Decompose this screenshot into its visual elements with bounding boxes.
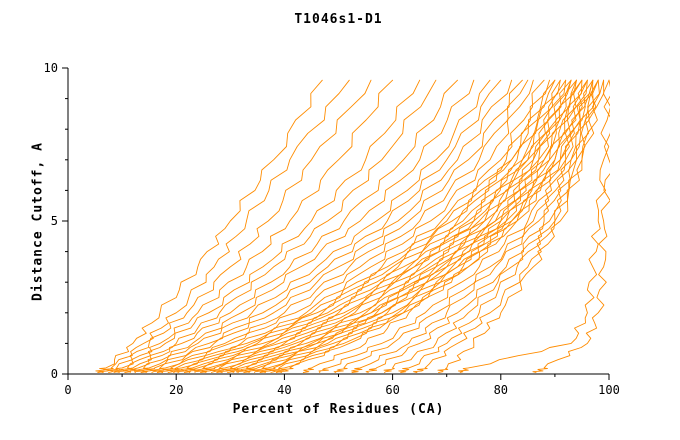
model-curve [532, 79, 610, 373]
model-curve [154, 79, 523, 373]
model-curve [194, 79, 561, 373]
model-curve [171, 79, 545, 373]
model-curve [365, 79, 599, 373]
model-curve [235, 79, 577, 373]
x-axis-label: Percent of Residues (CA) [232, 402, 445, 417]
model-curve [107, 79, 372, 373]
model-curve [457, 79, 610, 373]
y-tick-label: 10 [44, 61, 58, 75]
model-curves-group [95, 79, 610, 373]
x-tick-label: 20 [169, 383, 183, 397]
model-curve [175, 79, 550, 373]
chart-title: T1046s1-D1 [294, 12, 383, 27]
model-curve [383, 79, 600, 373]
model-curve [95, 79, 323, 373]
model-curve [231, 79, 577, 373]
model-curve [188, 79, 556, 373]
model-curve [437, 79, 605, 373]
y-tick-label: 5 [51, 214, 58, 228]
model-curve [158, 79, 529, 373]
model-curve [139, 79, 491, 373]
model-curve [129, 79, 458, 373]
x-tick-label: 60 [385, 383, 399, 397]
model-curve [333, 79, 594, 373]
model-curve [214, 79, 572, 373]
model-curve [398, 79, 599, 373]
model-curve [183, 79, 556, 373]
model-curve [133, 79, 475, 373]
model-curve [261, 79, 588, 373]
model-curve [273, 79, 588, 373]
model-curve [269, 79, 588, 373]
model-curve [243, 79, 577, 373]
model-curve [302, 79, 594, 373]
model-curve [111, 79, 394, 373]
x-tick-label: 0 [64, 383, 71, 397]
x-tick-label: 80 [494, 383, 508, 397]
model-curve [202, 79, 567, 373]
model-curve [351, 79, 599, 373]
x-tick-label: 100 [598, 383, 620, 397]
model-curve [277, 79, 594, 373]
model-curve [99, 79, 350, 373]
y-tick-label: 0 [51, 367, 58, 381]
model-curve [218, 79, 572, 373]
model-curve [115, 79, 421, 373]
model-curve [198, 79, 561, 373]
model-curve [318, 79, 594, 373]
model-curve [150, 79, 513, 373]
model-curve [167, 79, 534, 373]
x-tick-label: 40 [277, 383, 291, 397]
model-curve [413, 79, 605, 373]
model-curve [124, 79, 437, 373]
model-curve [254, 79, 583, 373]
